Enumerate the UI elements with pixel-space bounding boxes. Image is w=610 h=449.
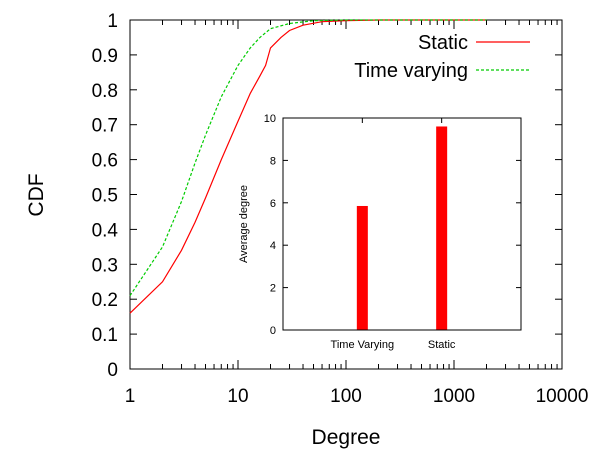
legend-label-static: Static — [418, 32, 468, 54]
x-tick-label: 10 — [227, 386, 248, 407]
x-tick-label: 100 — [330, 386, 362, 407]
y-tick-label: 1 — [107, 11, 118, 32]
inset-y-tick-label: 8 — [270, 155, 276, 167]
y-tick-label: 0.2 — [92, 290, 118, 311]
x-tick-label: 1000 — [433, 386, 475, 407]
y-tick-label: 0.1 — [92, 325, 118, 346]
inset-bars — [356, 126, 448, 330]
inset-y-tick-label: 4 — [270, 240, 276, 252]
y-tick-label: 0.3 — [92, 255, 118, 276]
inset-y-tick-label: 0 — [270, 325, 276, 337]
inset-bar-static — [436, 126, 448, 330]
y-tick-label: 0.9 — [92, 46, 118, 67]
y-tick-label: 0.7 — [92, 116, 118, 137]
y-tick-label: 0.8 — [92, 81, 118, 102]
x-tick-label: 10000 — [536, 386, 589, 407]
legend: Static Time varying — [354, 32, 530, 82]
y-tick-label: 0.4 — [92, 220, 119, 241]
legend-label-time-varying: Time varying — [354, 60, 468, 82]
inset-frame — [282, 117, 522, 331]
main-tick-labels: 00.10.20.30.40.50.60.70.80.911 10 100 1000 1… — [92, 11, 589, 407]
y-tick-label: 0 — [107, 360, 118, 381]
inset-y-axis-title: Average degree — [238, 185, 250, 263]
inset-y-tick-label: 10 — [264, 113, 276, 125]
inset-y-tick-label: 6 — [270, 198, 276, 210]
inset-x-tick-label: Time Varying — [331, 339, 395, 351]
inset-tick-labels: 0 2 4 6 8 10 Time Varying Static — [264, 113, 456, 351]
inset-bar-chart: 0 2 4 6 8 10 Time Varying Static Average degree — [238, 113, 522, 351]
inset-background — [283, 118, 521, 330]
y-tick-label: 0.5 — [92, 186, 118, 207]
inset-bar-time-varying — [356, 205, 368, 330]
inset-x-tick-label: Static — [428, 339, 456, 351]
series-line-time-varying — [129, 19, 487, 297]
main-series-layer — [129, 19, 487, 314]
y-axis-title: CDF — [25, 173, 48, 216]
x-tick-label: 1 — [125, 386, 136, 407]
inset-y-tick-label: 2 — [270, 283, 276, 295]
series-line-static — [129, 19, 487, 314]
x-axis-title: Degree — [312, 426, 381, 449]
y-tick-label: 0.6 — [92, 151, 118, 172]
